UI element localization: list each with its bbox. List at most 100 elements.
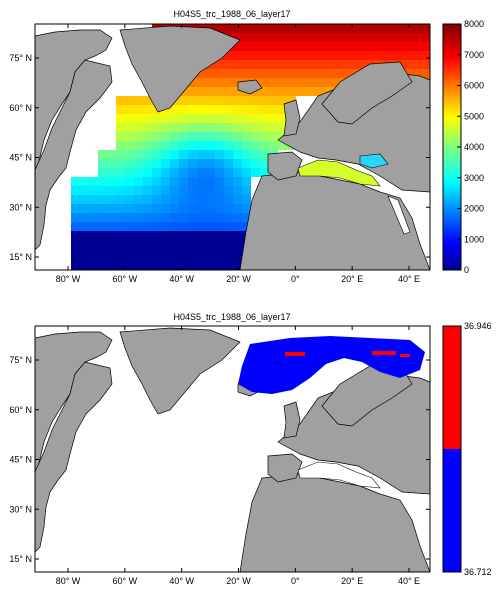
field-cell <box>143 240 152 249</box>
field-cell <box>188 150 197 159</box>
field-cell <box>242 51 251 60</box>
field-cell <box>116 240 125 249</box>
field-cell <box>197 213 206 222</box>
field-cell <box>71 258 80 267</box>
bottom-axes-frame <box>34 325 431 573</box>
field-cell <box>386 42 395 51</box>
field-cell <box>305 42 314 51</box>
field-cell <box>233 213 242 222</box>
field-cell <box>296 24 305 33</box>
field-cell <box>152 114 161 123</box>
field-cell <box>314 69 323 78</box>
field-cell <box>80 249 89 258</box>
field-cell <box>98 186 107 195</box>
field-cell <box>350 60 359 69</box>
field-cell <box>107 195 116 204</box>
field-cell <box>422 60 430 69</box>
field-cell <box>125 177 134 186</box>
field-cell <box>98 231 107 240</box>
field-cell <box>152 168 161 177</box>
field-cell <box>143 231 152 240</box>
field-cell <box>233 222 242 231</box>
field-cell <box>134 150 143 159</box>
field-cell <box>206 123 215 132</box>
field-cell <box>278 42 287 51</box>
field-cell <box>71 222 80 231</box>
field-cell <box>107 213 116 222</box>
field-cell <box>206 267 215 270</box>
field-cell <box>287 42 296 51</box>
field-cell <box>179 96 188 105</box>
colorbar-tick-label: 7000 <box>464 50 484 60</box>
field-cell <box>71 267 80 270</box>
field-cell <box>206 186 215 195</box>
field-cell <box>125 141 134 150</box>
field-cell <box>71 249 80 258</box>
field-cell <box>224 60 233 69</box>
field-cell <box>323 60 332 69</box>
field-cell <box>269 87 278 96</box>
field-cell <box>233 267 242 270</box>
field-cell <box>251 42 260 51</box>
field-cell <box>143 267 152 270</box>
field-cell <box>161 267 170 270</box>
field-cell <box>107 159 116 168</box>
field-cell <box>116 249 125 258</box>
field-cell <box>80 177 89 186</box>
field-cell <box>233 96 242 105</box>
field-cell <box>161 249 170 258</box>
field-cell <box>278 123 287 132</box>
field-cell <box>242 24 251 33</box>
field-cell <box>89 258 98 267</box>
field-cell <box>260 24 269 33</box>
field-cell <box>170 105 179 114</box>
field-cell <box>377 33 386 42</box>
field-cell <box>224 24 233 33</box>
field-cell <box>143 204 152 213</box>
field-cell <box>125 231 134 240</box>
field-cell <box>161 222 170 231</box>
field-cell <box>71 213 80 222</box>
field-cell <box>215 69 224 78</box>
field-cell <box>224 258 233 267</box>
field-cell <box>269 114 278 123</box>
x-tick-label: 20° E <box>341 576 363 586</box>
field-cell <box>125 249 134 258</box>
field-cell <box>341 42 350 51</box>
field-cell <box>89 249 98 258</box>
field-cell <box>89 222 98 231</box>
field-cell <box>260 114 269 123</box>
field-cell <box>332 69 341 78</box>
field-cell <box>134 231 143 240</box>
field-cell <box>116 168 125 177</box>
field-cell <box>224 249 233 258</box>
field-cell <box>206 141 215 150</box>
field-cell <box>179 150 188 159</box>
field-cell <box>170 186 179 195</box>
field-cell <box>215 114 224 123</box>
field-cell <box>386 33 395 42</box>
field-cell <box>170 240 179 249</box>
field-cell <box>386 51 395 60</box>
field-cell <box>260 123 269 132</box>
top-land-north-africa <box>239 171 430 270</box>
x-tick-label: 0° <box>291 576 300 586</box>
field-cell <box>134 123 143 132</box>
field-cell <box>242 141 251 150</box>
field-cell <box>404 69 413 78</box>
field-cell <box>161 132 170 141</box>
y-tick-label: 75° N <box>9 355 32 365</box>
field-cell <box>215 78 224 87</box>
field-cell <box>224 51 233 60</box>
field-cell <box>152 186 161 195</box>
field-cell <box>224 132 233 141</box>
field-cell <box>152 222 161 231</box>
field-cell <box>233 249 242 258</box>
field-cell <box>341 51 350 60</box>
y-tick-label: 15° N <box>9 252 32 262</box>
field-cell <box>125 204 134 213</box>
field-cell <box>179 168 188 177</box>
field-cell <box>233 231 242 240</box>
field-cell <box>215 204 224 213</box>
field-cell <box>296 33 305 42</box>
